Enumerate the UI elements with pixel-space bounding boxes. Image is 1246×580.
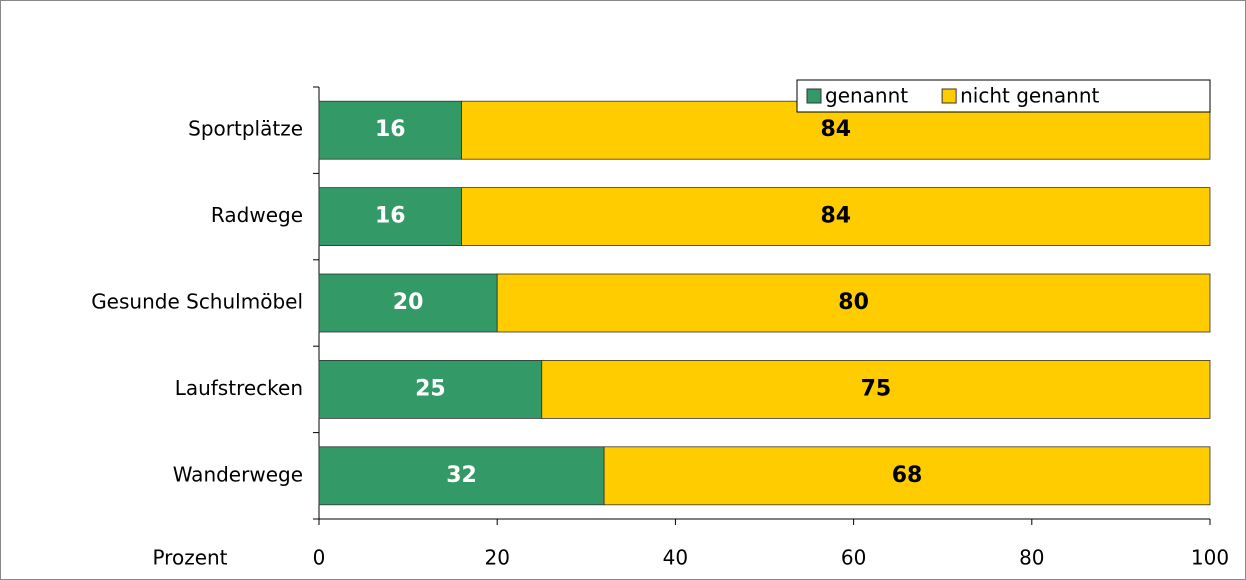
- data-label: 32: [446, 463, 477, 488]
- data-label: 84: [820, 117, 851, 142]
- x-tick-label: 100: [1191, 546, 1229, 570]
- data-label: 16: [375, 117, 406, 142]
- bar-segment: [318, 446, 605, 506]
- data-label: 75: [861, 376, 892, 401]
- bar-segment: [541, 359, 1211, 419]
- x-tick-label: 20: [484, 546, 509, 570]
- legend-swatch: [941, 88, 957, 104]
- legend-swatch: [806, 88, 822, 104]
- x-tick-label: 60: [841, 546, 866, 570]
- data-label: 16: [375, 204, 406, 229]
- y-tick-label: Gesunde Schulmöbel: [91, 290, 303, 314]
- x-tick-label: 80: [1019, 546, 1044, 570]
- bar-segment: [318, 273, 498, 333]
- y-tick-label: Laufstrecken: [175, 376, 303, 400]
- data-label: 80: [838, 290, 869, 315]
- bar-segment: [603, 446, 1211, 506]
- bar-segment: [318, 359, 543, 419]
- y-tick-label: Wanderwege: [173, 462, 303, 486]
- y-tick-label: Radwege: [211, 203, 303, 227]
- x-tick-label: 40: [663, 546, 688, 570]
- legend-box: [796, 79, 1211, 113]
- data-label: 20: [393, 290, 424, 315]
- y-tick-label: Sportplätze: [188, 117, 303, 141]
- data-label: 25: [415, 376, 446, 401]
- legend-label: nicht genannt: [960, 84, 1099, 108]
- legend-label: genannt: [825, 84, 908, 108]
- bar-segment: [496, 273, 1211, 333]
- bar-segment: [461, 187, 1211, 247]
- x-tick-label: 0: [313, 546, 326, 570]
- x-axis-label: Prozent: [152, 546, 227, 570]
- data-label: 84: [820, 204, 851, 229]
- data-label: 68: [892, 463, 923, 488]
